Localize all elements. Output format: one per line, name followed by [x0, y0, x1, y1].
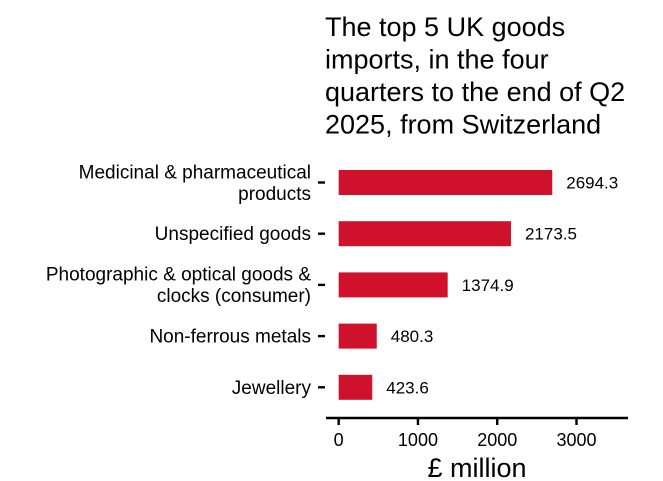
category-label: Jewellery: [232, 378, 312, 399]
category-label: products: [238, 184, 311, 205]
bar: [338, 323, 377, 349]
x-axis-ticks: 0 1000 2000 3000: [334, 418, 597, 450]
value-label: 480.3: [391, 327, 434, 346]
chart-title-line: quarters to the end of Q2: [325, 77, 625, 107]
bar: [338, 221, 511, 247]
value-label: 2694.3: [566, 174, 618, 193]
bars: [338, 170, 553, 400]
category-label: Non-ferrous metals: [149, 327, 311, 348]
value-label: 423.6: [386, 378, 429, 397]
bar: [338, 374, 373, 400]
chart-title-line: imports, in the four: [325, 45, 549, 75]
category-label: Unspecified goods: [155, 224, 311, 245]
y-axis-ticks: [318, 181, 325, 389]
x-tick-label: 3000: [556, 430, 596, 450]
x-tick-label: 0: [334, 430, 344, 450]
category-label: Photographic & optical goods &: [46, 265, 311, 286]
chart-title-line: 2025, from Switzerland: [325, 110, 601, 140]
bar: [338, 272, 448, 298]
bar: [338, 170, 553, 195]
chart-title-line: The top 5 UK goods: [325, 12, 565, 42]
value-label: 1374.9: [462, 276, 514, 295]
value-labels: 2694.3 2173.5 1374.9 480.3 423.6: [386, 174, 618, 398]
category-label: Medicinal & pharmaceutical: [79, 162, 311, 183]
x-axis-title: £ million: [427, 453, 526, 481]
category-label: clocks (consumer): [157, 286, 311, 307]
x-tick-label: 1000: [398, 430, 438, 450]
x-tick-label: 2000: [477, 430, 517, 450]
value-label: 2173.5: [525, 225, 577, 244]
